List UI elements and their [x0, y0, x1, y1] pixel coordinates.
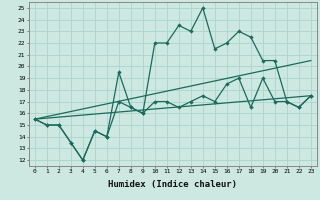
X-axis label: Humidex (Indice chaleur): Humidex (Indice chaleur)	[108, 180, 237, 189]
